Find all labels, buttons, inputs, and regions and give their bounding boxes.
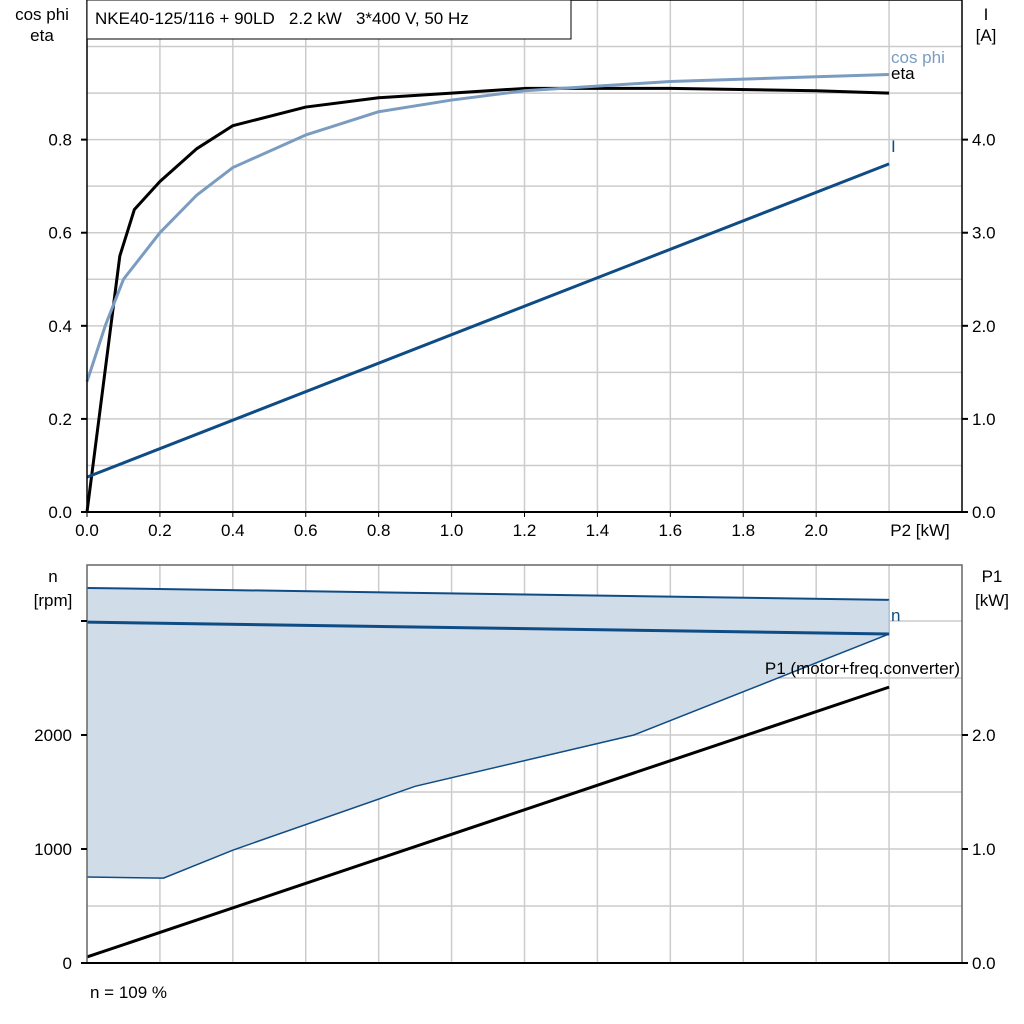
x-tick-label: 0.2 [148,521,172,540]
x-tick-label: 1.8 [731,521,755,540]
series-label-p1: P1 (motor+freq.converter) [765,659,960,678]
tick-labels: 0.0 0.2 0.4 0.6 0.8 1.0 1.2 1.4 1.6 1.8 2.0 0.0 0.2 0… [34,131,995,973]
x-tick-label: 1.0 [440,521,464,540]
series-line-p1 [86,685,890,959]
y-left-label-cosphi: cos phi [15,5,69,24]
bottom-y-left-label-n: n [48,567,57,586]
y-left-tick-label: 0.8 [48,131,72,150]
series-label-n: n [891,606,900,625]
x-axis-label: P2 [kW] [890,521,950,540]
y-left-tick-label: 0.0 [48,503,72,522]
bottom-y-right-label-p1: P1 [982,567,1003,586]
bottom-y-right-label-unit: [kW] [975,591,1009,610]
chart-marks [85,72,890,959]
y-left-tick-label: 0.6 [48,224,72,243]
title-box [86,0,572,40]
operating-range-area [87,587,890,879]
x-tick-label: 0.4 [221,521,245,540]
series-line-eta [85,86,890,513]
x-tick-label: 1.2 [513,521,537,540]
series-label-eta: eta [891,64,915,83]
y-left-tick-label: 0.2 [48,410,72,429]
series-line-cos-phi [85,72,890,383]
bottom-y-left-tick-label: 2000 [34,726,72,745]
range-upper-line [86,586,890,601]
speed-annotation: n = 109 % [90,983,167,1002]
x-tick-label: 2.0 [804,521,828,540]
range-lower-line [86,633,890,879]
series-line-n [86,620,890,636]
series-label-cosphi: cos phi [891,48,945,67]
x-tick-label: 1.4 [586,521,610,540]
bottom-y-right-tick-label: 2.0 [972,726,996,745]
bottom-y-right-tick-label: 0.0 [972,954,996,973]
bottom-y-right-tick-label: 1.0 [972,840,996,859]
x-tick-label: 1.6 [659,521,683,540]
y-right-label-i: I [984,5,989,24]
x-tick-label: 0.8 [367,521,391,540]
bottom-y-left-tick-label: 0 [63,954,72,973]
y-right-tick-label: 2.0 [972,317,996,336]
y-right-tick-label: 1.0 [972,410,996,429]
y-right-tick-label: 0.0 [972,503,996,522]
x-tick-label: 0.6 [294,521,318,540]
series-line-i [86,162,890,479]
y-left-label-eta: eta [30,26,54,45]
bottom-y-left-label-unit: [rpm] [34,591,73,610]
x-tick-label: 0.0 [75,521,99,540]
y-right-tick-label: 4.0 [972,131,996,150]
bottom-y-left-tick-label: 1000 [34,840,72,859]
y-right-tick-label: 3.0 [972,224,996,243]
series-label-i: I [891,137,896,156]
y-left-tick-label: 0.4 [48,317,72,336]
chart-title: NKE40-125/116 + 90LD 2.2 kW 3*400 V, 50 … [95,9,469,28]
y-right-label-unit: [A] [976,26,997,45]
top-grid [87,0,962,512]
